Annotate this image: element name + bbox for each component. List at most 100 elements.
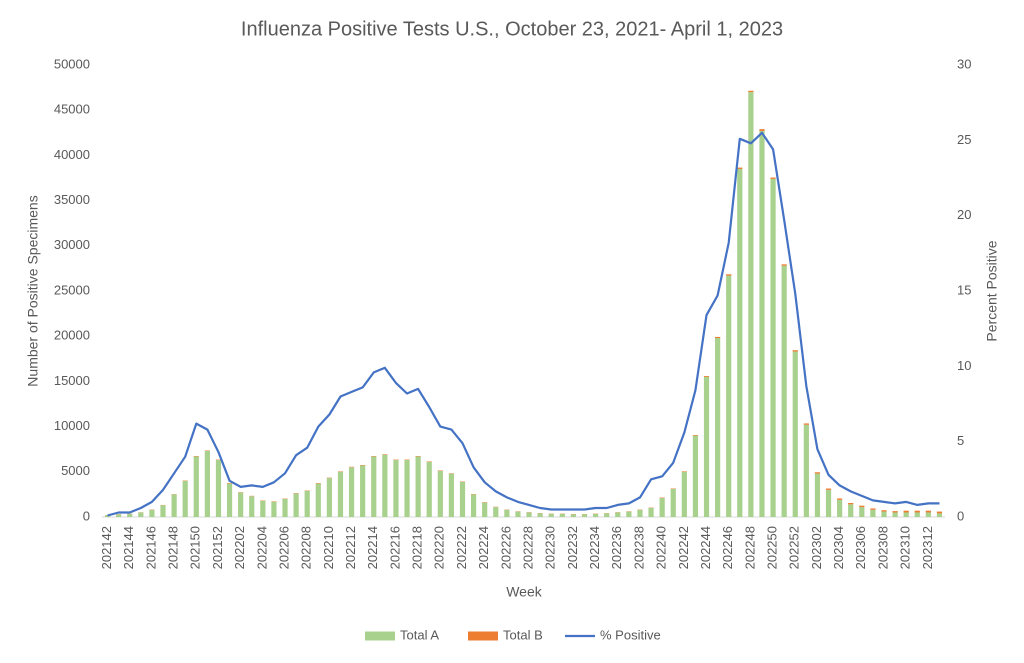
y-tick-label: 0 — [83, 508, 90, 523]
x-tick-label: 202224 — [476, 526, 491, 569]
x-tick-label: 202150 — [188, 526, 203, 569]
bar — [737, 168, 743, 517]
bar — [925, 510, 931, 513]
bar — [903, 512, 909, 517]
bar — [748, 90, 754, 93]
x-tick-label: 202248 — [742, 526, 757, 569]
bar — [470, 494, 477, 517]
bar — [149, 509, 155, 517]
bar — [193, 456, 199, 517]
x-tick-label: 202146 — [143, 526, 158, 569]
bar — [360, 465, 366, 517]
bar — [226, 483, 233, 517]
bar — [127, 513, 133, 517]
bar — [348, 467, 355, 517]
bar — [382, 454, 388, 517]
bar — [781, 264, 787, 266]
y-tick-label: 50000 — [54, 56, 90, 71]
bar — [814, 473, 821, 517]
y-tick-label: 5000 — [61, 463, 90, 478]
bar — [892, 512, 898, 517]
y-tick-label: 20000 — [54, 328, 90, 343]
bar — [814, 472, 821, 474]
bar — [803, 424, 809, 517]
bar — [637, 509, 643, 517]
bar — [393, 460, 399, 517]
legend-label: Total B — [503, 627, 543, 642]
bar — [770, 178, 776, 518]
bar — [936, 511, 943, 514]
y2-tick-label: 10 — [957, 358, 971, 373]
bar — [448, 473, 455, 517]
bar — [426, 461, 432, 517]
bar — [859, 507, 865, 517]
x-tick-label: 202238 — [631, 526, 646, 569]
y2-tick-label: 15 — [957, 282, 971, 297]
bar — [825, 488, 832, 490]
x-tick-label: 202220 — [432, 526, 447, 569]
bar — [892, 511, 898, 513]
bar — [925, 512, 931, 517]
bar — [537, 513, 543, 517]
x-tick-label: 202206 — [276, 526, 291, 569]
bar — [215, 460, 222, 517]
y2-tick-label: 5 — [957, 433, 964, 448]
bar — [848, 502, 854, 505]
bar — [837, 498, 843, 500]
x-tick-label: 202218 — [410, 526, 425, 569]
bar — [371, 456, 377, 517]
x-tick-label: 202216 — [387, 526, 402, 569]
bar — [293, 493, 299, 517]
bar — [171, 494, 177, 517]
y-tick-label: 45000 — [54, 102, 90, 117]
y-tick-label: 15000 — [54, 373, 90, 388]
x-tick-label: 202226 — [498, 526, 513, 569]
bar — [282, 498, 288, 517]
y2-axis-title: Percent Positive — [984, 240, 1000, 341]
x-tick-label: 202210 — [321, 526, 336, 569]
y2-tick-label: 25 — [957, 132, 971, 147]
x-tick-label: 202310 — [898, 526, 913, 569]
x-tick-label: 202148 — [166, 526, 181, 569]
x-tick-label: 202246 — [720, 526, 735, 569]
bar — [870, 509, 876, 517]
bar — [803, 423, 809, 425]
bar — [726, 274, 732, 276]
bar — [859, 505, 865, 508]
x-tick-label: 202230 — [543, 526, 558, 569]
bar — [715, 338, 721, 517]
y2-tick-label: 30 — [957, 56, 971, 71]
bar — [459, 481, 466, 517]
x-tick-label: 202222 — [454, 526, 469, 569]
bar — [160, 505, 166, 517]
bar — [681, 471, 687, 472]
bar — [715, 336, 721, 339]
x-tick-label: 202228 — [520, 526, 535, 569]
bar — [781, 265, 787, 517]
bar — [315, 483, 321, 517]
bar — [870, 508, 876, 510]
x-tick-label: 202208 — [299, 526, 314, 569]
x-tick-label: 202142 — [99, 526, 114, 569]
x-tick-label: 202212 — [343, 526, 358, 569]
bar — [548, 513, 554, 517]
bar — [692, 435, 699, 436]
x-axis-title: Week — [506, 584, 543, 600]
x-tick-label: 202250 — [765, 526, 780, 569]
x-tick-label: 202312 — [920, 526, 935, 569]
x-tick-label: 202232 — [565, 526, 580, 569]
bar — [692, 435, 699, 517]
x-tick-label: 202214 — [365, 526, 380, 569]
x-tick-label: 202152 — [210, 526, 225, 569]
x-tick-label: 202144 — [121, 526, 136, 569]
bar — [204, 451, 210, 517]
bar — [759, 130, 765, 517]
bar — [681, 471, 687, 517]
bar — [592, 513, 599, 517]
legend-swatch — [468, 631, 498, 641]
bar — [659, 498, 665, 517]
bar — [914, 512, 920, 517]
x-tick-label: 202240 — [654, 526, 669, 569]
x-tick-label: 202202 — [232, 526, 247, 569]
